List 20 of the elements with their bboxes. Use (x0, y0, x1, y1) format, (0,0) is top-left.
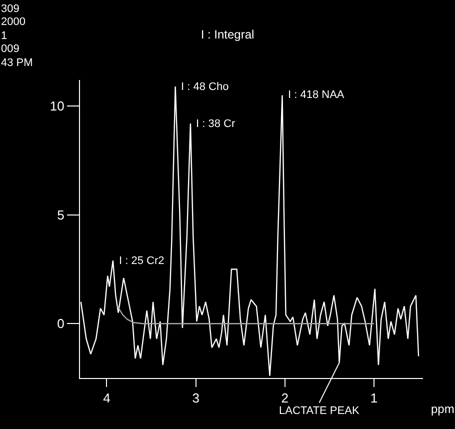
annotation: I : 418 NAA (288, 89, 345, 101)
x-tick-label: 1 (370, 390, 378, 406)
x-tick-label: 2 (281, 390, 289, 406)
text: 1 (1, 30, 8, 42)
annotation: LACTATE PEAK (279, 405, 360, 417)
x-tick-label: 4 (103, 390, 110, 406)
text: 309 (1, 3, 20, 15)
y-tick-label: 0 (57, 316, 64, 332)
text: 43 PM (1, 57, 33, 69)
y-tick-label: 10 (50, 98, 64, 114)
x-axis-title: ppm (431, 402, 454, 416)
y-tick-label: 5 (57, 207, 64, 222)
line-series (116, 306, 375, 324)
x-tick-label: 3 (192, 390, 200, 406)
text: 2000 (1, 16, 26, 28)
annotation: I : 48 Cho (181, 81, 229, 93)
chart-title: I : Integral (200, 27, 254, 42)
annotation: I : 25 Cr2 (119, 255, 164, 267)
text: 009 (1, 43, 20, 55)
annotation: I : 38 Cr (196, 118, 236, 130)
